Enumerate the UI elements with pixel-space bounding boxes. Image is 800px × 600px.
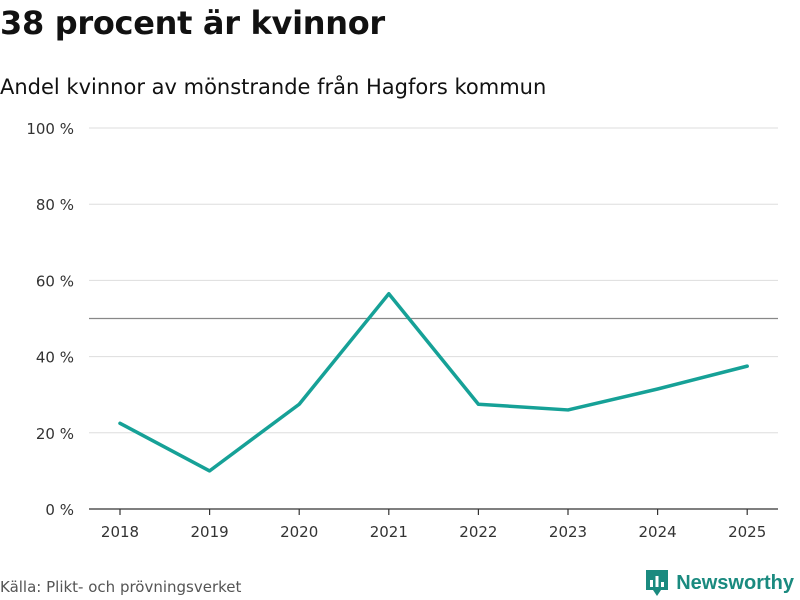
data-point: [118, 421, 122, 425]
y-tick-label: 40 %: [36, 349, 74, 367]
y-tick-label: 100 %: [26, 120, 74, 138]
x-tick-label: 2018: [101, 523, 139, 541]
x-tick-label: 2020: [280, 523, 318, 541]
chart-subtitle: Andel kvinnor av mönstrande från Hagfors…: [0, 75, 547, 99]
y-tick-label: 20 %: [36, 425, 74, 443]
x-tick-label: 2023: [549, 523, 587, 541]
data-point: [566, 408, 570, 412]
source-note: Källa: Plikt- och prövningsverket: [0, 578, 242, 596]
data-point: [476, 402, 480, 406]
y-tick-label: 0 %: [45, 501, 74, 519]
data-point: [745, 364, 749, 368]
x-tick-label: 2022: [459, 523, 497, 541]
brand-name: Newsworthy: [676, 571, 794, 594]
data-point: [208, 469, 212, 473]
brand-logo: Newsworthy: [644, 568, 794, 598]
data-point: [387, 292, 391, 296]
x-tick-label: 2024: [639, 523, 677, 541]
y-tick-label: 60 %: [36, 272, 74, 290]
y-tick-label: 80 %: [36, 196, 74, 214]
x-tick-label: 2025: [728, 523, 766, 541]
x-tick-label: 2019: [191, 523, 229, 541]
data-point: [297, 402, 301, 406]
series-line: [118, 291, 749, 473]
x-tick-label: 2021: [370, 523, 408, 541]
newsworthy-logo-icon: [646, 570, 669, 596]
chart-title: 38 procent är kvinnor: [0, 4, 385, 42]
data-point: [656, 387, 660, 391]
